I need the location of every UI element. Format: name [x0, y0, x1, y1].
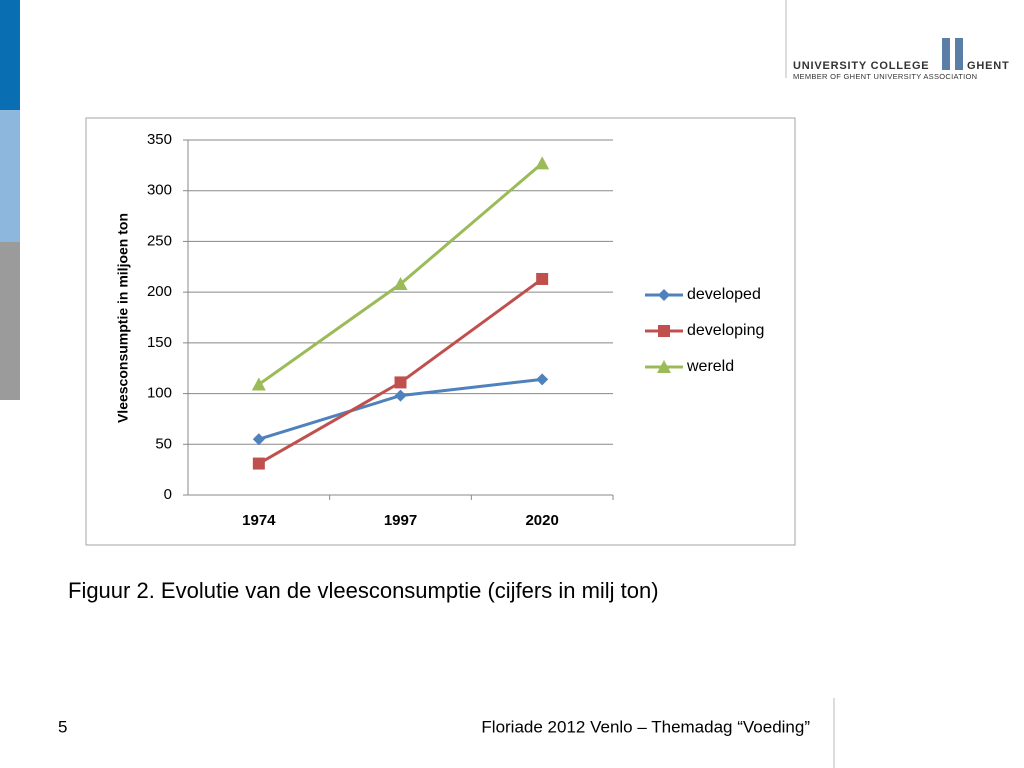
legend-marker [657, 360, 671, 373]
y-tick-label: 300 [147, 182, 172, 199]
logo-mark [955, 38, 963, 70]
y-tick-label: 150 [147, 334, 172, 351]
legend-marker [658, 325, 670, 337]
marker [251, 377, 266, 391]
y-tick-label: 50 [155, 435, 172, 452]
logo-subtext: MEMBER OF GHENT UNIVERSITY ASSOCIATION [793, 72, 977, 81]
plot: 0 50 100 150 200 250 300 350 1974 1997 2020 develop… [147, 131, 764, 529]
y-tick-label: 250 [147, 232, 172, 249]
marker [535, 156, 550, 170]
side-bar [0, 242, 20, 400]
marker [536, 373, 549, 386]
x-tick-label: 1974 [242, 512, 276, 529]
caption: Figuur 2. Evolutie van de vleesconsumpti… [68, 578, 659, 603]
legend-label: wereld [686, 358, 734, 375]
y-tick-label: 0 [164, 486, 172, 503]
side-bar [0, 0, 20, 110]
marker [394, 376, 407, 389]
marker [536, 272, 549, 285]
x-tick-label: 2020 [525, 512, 558, 529]
footer: Floriade 2012 Venlo – Themadag “Voeding” [481, 717, 810, 736]
marker [252, 433, 265, 446]
legend-label: developed [687, 286, 761, 303]
logo-text: UNIVERSITY COLLEGE [793, 60, 929, 72]
x-tick-label: 1997 [384, 512, 417, 529]
marker [252, 457, 265, 470]
y-tick-label: 350 [147, 131, 172, 148]
marker [394, 389, 407, 402]
legend-label: developing [687, 322, 764, 339]
logo-text: GHENT [967, 60, 1010, 72]
y-tick-label: 200 [147, 283, 172, 300]
side-bar [0, 110, 20, 242]
y-tick-label: 100 [147, 385, 172, 402]
logo-mark [942, 38, 950, 70]
legend-marker [658, 289, 670, 301]
y-axis-label: Vleesconsumptie in miljoen ton [115, 213, 131, 423]
page-number: 5 [58, 717, 67, 736]
marker [393, 277, 408, 291]
